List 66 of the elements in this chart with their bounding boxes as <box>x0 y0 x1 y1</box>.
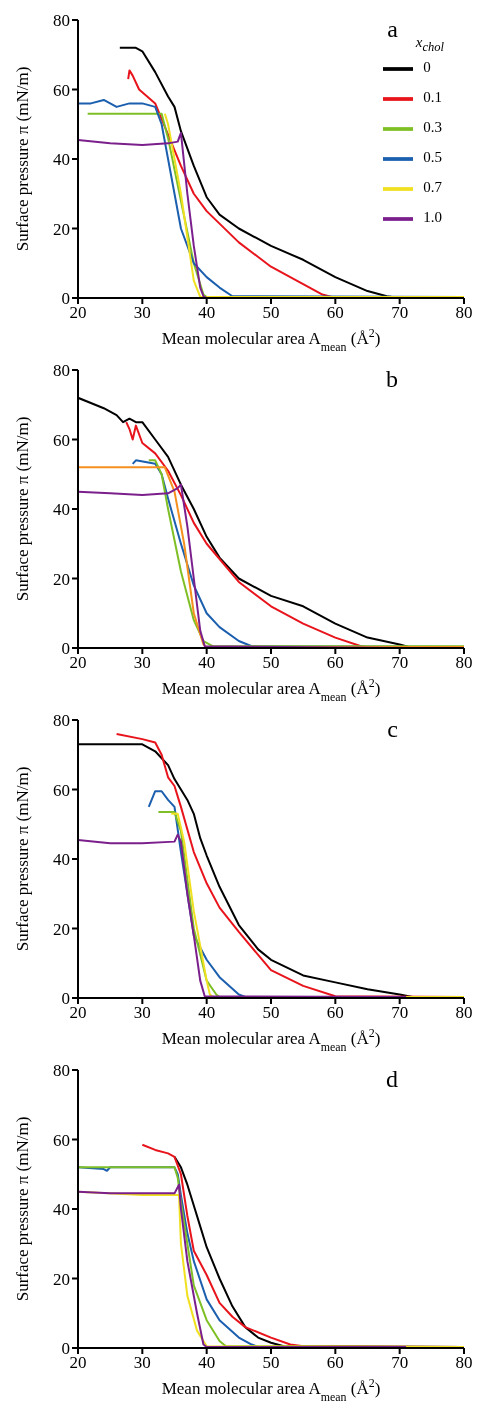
x-axis-title: Mean molecular area A$_{mean}$ (Å$^{2}$) <box>161 1026 381 1054</box>
y-tick-label: 40 <box>53 150 70 170</box>
chart-title: b <box>386 366 398 393</box>
x-tick-label: 80 <box>455 1003 473 1023</box>
x-tick-label: 50 <box>262 1003 280 1023</box>
x-axis-title: Mean molecular area A$_{mean}$ (Å$^{2}$) <box>161 676 381 704</box>
x-tick-label: 70 <box>391 303 409 323</box>
x-tick-label: 80 <box>455 303 473 323</box>
x-tick-label: 50 <box>262 653 280 673</box>
chart-title: c <box>387 716 398 743</box>
x-tick-label: 60 <box>326 303 344 323</box>
y-tick-label: 40 <box>53 850 70 870</box>
y-tick-label: 0 <box>61 639 70 659</box>
y-axis-title: Surface pressure π (mN/m) <box>13 1116 32 1302</box>
x-tick-label: 60 <box>326 1353 344 1373</box>
legend-label: 0.3 <box>423 119 442 136</box>
legend-title: x$_{chol}$ <box>415 34 444 55</box>
y-tick-label: 80 <box>53 361 70 381</box>
chart-title: a <box>387 16 398 43</box>
y-tick-label: 80 <box>53 11 70 31</box>
y-tick-label: 40 <box>53 1200 70 1220</box>
x-tick-label: 70 <box>391 1003 409 1023</box>
x-axis-title: Mean molecular area A$_{mean}$ (Å$^{2}$) <box>161 326 381 354</box>
x-tick-label: 50 <box>262 303 280 323</box>
y-tick-label: 20 <box>53 1269 70 1289</box>
y-tick-label: 20 <box>53 219 70 239</box>
y-tick-label: 60 <box>53 780 70 800</box>
legend-label: 0.7 <box>423 179 442 196</box>
x-tick-label: 40 <box>198 1003 216 1023</box>
y-axis-title: Surface pressure π (mN/m) <box>13 416 32 602</box>
legend-label: 0 <box>423 59 431 76</box>
y-tick-label: 80 <box>53 1061 70 1081</box>
x-tick-label: 30 <box>133 303 151 323</box>
y-tick-label: 20 <box>53 919 70 939</box>
legend-label: 1.0 <box>423 209 442 226</box>
y-tick-label: 40 <box>53 500 70 520</box>
x-tick-label: 30 <box>133 1003 151 1023</box>
y-axis-title: Surface pressure π (mN/m) <box>13 766 32 952</box>
y-tick-label: 60 <box>53 430 70 450</box>
y-tick-label: 80 <box>53 711 70 731</box>
legend-label: 0.5 <box>423 149 442 166</box>
y-tick-label: 60 <box>53 1130 70 1150</box>
line-series <box>78 833 408 998</box>
x-axis-title: Mean molecular area A$_{mean}$ (Å$^{2}$) <box>161 1376 381 1404</box>
y-tick-label: 60 <box>53 80 70 100</box>
x-tick-label: 70 <box>391 1353 409 1373</box>
legend-label: 0.1 <box>423 89 442 106</box>
x-tick-label: 40 <box>198 1353 216 1373</box>
x-tick-label: 80 <box>455 653 473 673</box>
x-tick-label: 30 <box>133 653 151 673</box>
y-tick-label: 0 <box>61 1339 70 1359</box>
y-tick-label: 0 <box>61 989 70 1009</box>
x-tick-label: 40 <box>198 653 216 673</box>
line-series <box>163 112 464 298</box>
x-tick-label: 40 <box>198 303 216 323</box>
x-tick-label: 30 <box>133 1353 151 1373</box>
x-tick-label: 80 <box>455 1353 473 1373</box>
x-tick-label: 60 <box>326 1003 344 1023</box>
chart-title: d <box>386 1066 398 1093</box>
x-tick-label: 50 <box>262 1353 280 1373</box>
x-tick-label: 60 <box>326 653 344 673</box>
x-tick-label: 70 <box>391 653 409 673</box>
y-axis-title: Surface pressure π (mN/m) <box>13 66 32 252</box>
line-series <box>78 1183 408 1348</box>
y-tick-label: 20 <box>53 569 70 589</box>
y-tick-label: 0 <box>61 289 70 309</box>
